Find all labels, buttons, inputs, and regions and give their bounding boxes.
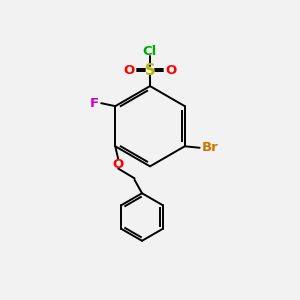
Text: Cl: Cl	[143, 45, 157, 58]
Text: F: F	[90, 97, 99, 110]
Text: O: O	[166, 64, 177, 77]
Text: O: O	[123, 64, 134, 77]
Text: Br: Br	[201, 141, 218, 154]
Text: O: O	[112, 158, 124, 171]
Text: S: S	[145, 63, 155, 78]
